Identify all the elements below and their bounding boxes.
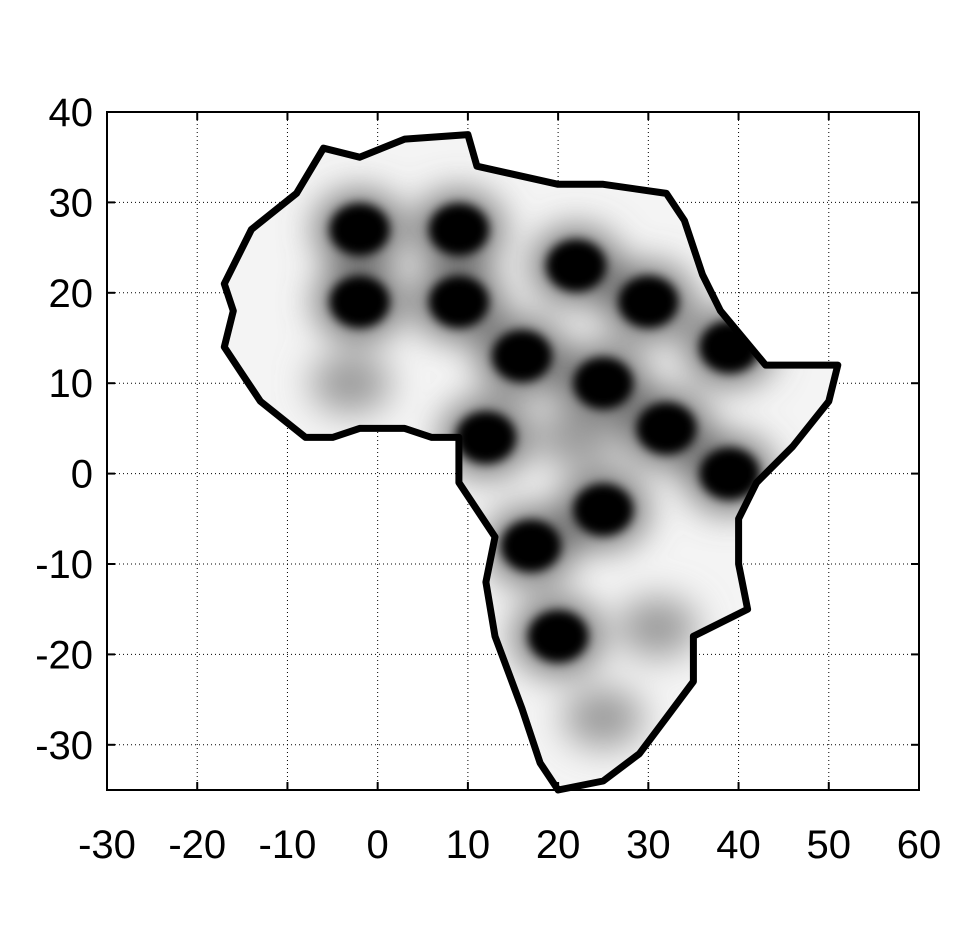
x-tick-label: 50 bbox=[807, 823, 852, 867]
y-tick-label: -20 bbox=[35, 633, 93, 677]
field-dark-blob bbox=[699, 447, 760, 500]
region-outline bbox=[220, 131, 842, 794]
x-tick-label: 30 bbox=[626, 823, 671, 867]
y-tick-label: 40 bbox=[49, 91, 94, 135]
y-tick-label: -30 bbox=[35, 724, 93, 768]
field-gray-blob bbox=[617, 597, 698, 658]
y-tick-label: 10 bbox=[49, 362, 94, 406]
field-dark-blob bbox=[428, 275, 489, 328]
y-tick-label: 0 bbox=[71, 453, 93, 497]
x-tick-label: 60 bbox=[897, 823, 942, 867]
field-gray-blob bbox=[536, 407, 617, 468]
ticks bbox=[106, 111, 920, 790]
field-dark-blob bbox=[501, 519, 562, 572]
y-tick-label: 20 bbox=[49, 272, 94, 316]
field-dark-blob bbox=[455, 411, 516, 464]
x-tick-label: 40 bbox=[716, 823, 761, 867]
x-tick-label: -30 bbox=[78, 823, 136, 867]
field-dark-blob bbox=[428, 203, 489, 256]
field-gray-blob bbox=[563, 687, 644, 748]
x-tick-label: 20 bbox=[536, 823, 581, 867]
x-tick-labels: -30 -20 -10 0 10 20 30 40 50 60 bbox=[78, 823, 941, 867]
y-tick-label: -10 bbox=[35, 543, 93, 587]
field-dark-blob bbox=[528, 610, 589, 663]
y-tick-labels: -30 -20 -10 0 10 20 30 40 bbox=[35, 91, 93, 768]
x-tick-label: -10 bbox=[259, 823, 317, 867]
field-dark-blob bbox=[329, 203, 390, 256]
field-dark-blob bbox=[329, 275, 390, 328]
axes-frame bbox=[106, 111, 920, 791]
y-tick-label: 30 bbox=[49, 181, 94, 225]
field-gray-blob bbox=[310, 353, 391, 414]
field-dark-blob bbox=[546, 239, 607, 292]
field-dark-blob bbox=[573, 357, 634, 410]
field-dark-blob bbox=[573, 483, 634, 536]
field-dark-blob bbox=[492, 330, 553, 383]
x-tick-label: -20 bbox=[168, 823, 226, 867]
field-dark-blob bbox=[618, 275, 679, 328]
x-tick-label: 0 bbox=[367, 823, 389, 867]
field-dark-blob bbox=[636, 402, 697, 455]
x-tick-label: 10 bbox=[446, 823, 491, 867]
